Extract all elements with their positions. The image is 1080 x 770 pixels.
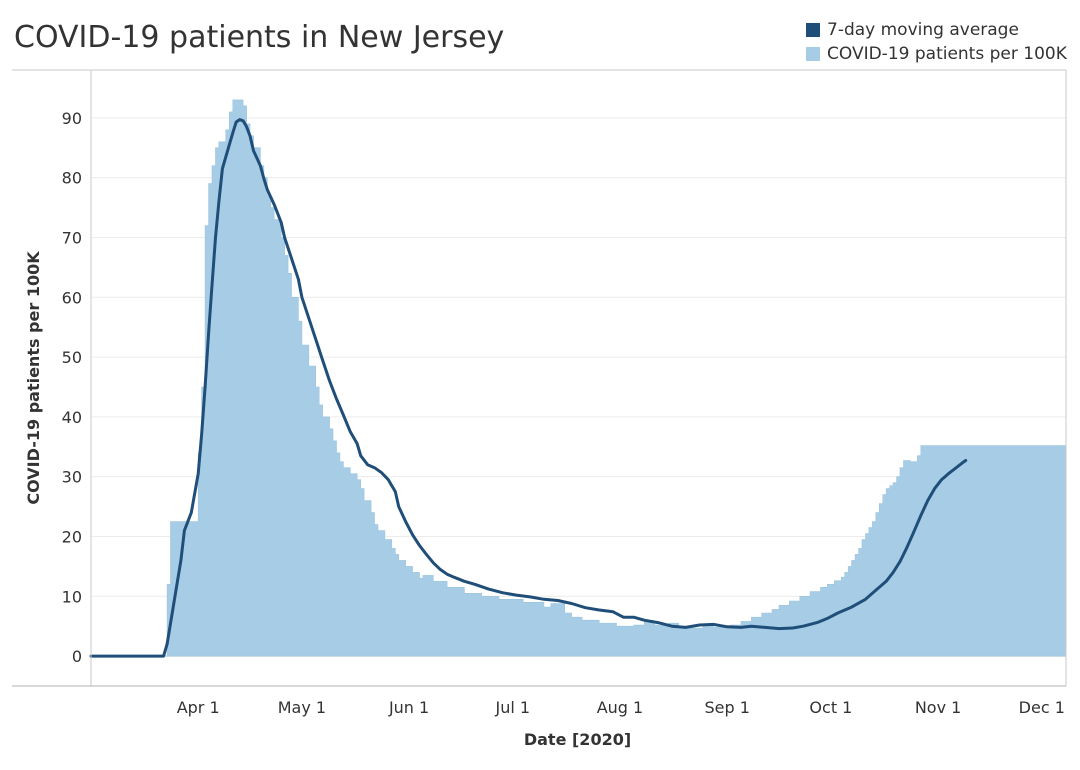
y-tick-label: 90 — [62, 109, 82, 128]
x-tick-label: Dec 1 — [1019, 698, 1065, 717]
legend-label-moving-average: 7-day moving average — [827, 20, 1019, 40]
y-tick-label: 20 — [62, 527, 82, 546]
y-tick-label: 50 — [62, 348, 82, 367]
chart-title: COVID-19 patients in New Jersey — [14, 20, 505, 55]
x-tick-label: Jul 1 — [495, 698, 531, 717]
legend-item-moving-average[interactable]: 7-day moving average — [806, 18, 1067, 42]
x-tick-label: Jun 1 — [388, 698, 429, 717]
x-tick-label: Sep 1 — [704, 698, 749, 717]
x-tick-label: Aug 1 — [597, 698, 644, 717]
line-series — [89, 118, 968, 658]
y-axis-title: COVID-19 patients per 100K — [24, 251, 43, 505]
area-series — [91, 99, 1067, 657]
y-tick-label: 70 — [62, 228, 82, 247]
y-tick-label: 80 — [62, 169, 82, 188]
y-tick-label: 60 — [62, 288, 82, 307]
y-tick-label: 10 — [62, 587, 82, 606]
y-tick-label: 0 — [72, 647, 82, 666]
y-axis: 0 10 20 30 40 50 60 70 80 90 — [62, 109, 82, 666]
line-moving-average — [89, 118, 968, 658]
x-tick-label: May 1 — [278, 698, 326, 717]
legend: 7-day moving average COVID-19 patients p… — [806, 18, 1067, 66]
x-tick-label: Oct 1 — [809, 698, 852, 717]
y-tick-label: 40 — [62, 408, 82, 427]
legend-item-patients[interactable]: COVID-19 patients per 100K — [806, 42, 1067, 66]
x-axis: Apr 1 May 1 Jun 1 Jul 1 Aug 1 Sep 1 Oct 1 Nov 1… — [177, 698, 1065, 717]
legend-label-patients: COVID-19 patients per 100K — [827, 44, 1067, 64]
plot-frame — [12, 69, 1067, 687]
legend-swatch-patients — [806, 47, 820, 61]
legend-swatch-moving-average — [806, 23, 820, 37]
area-patients-per-100k — [91, 99, 1067, 657]
x-tick-label: Apr 1 — [177, 698, 220, 717]
y-tick-label: 30 — [62, 468, 82, 487]
x-axis-title: Date [2020] — [524, 730, 631, 749]
x-tick-label: Nov 1 — [915, 698, 962, 717]
